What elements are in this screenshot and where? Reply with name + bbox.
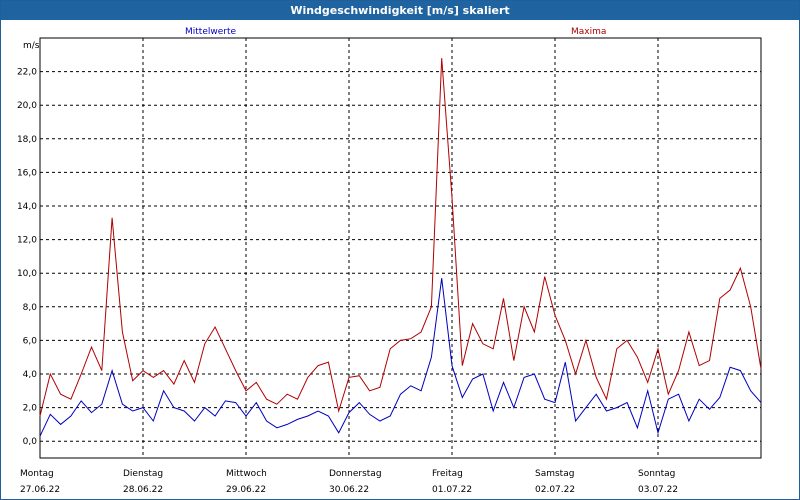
x-tick-day: Montag [20,469,54,479]
y-tick-label: 2,0 [23,404,38,414]
x-tick-day: Mittwoch [226,469,267,479]
x-tick-day: Dienstag [123,469,163,479]
x-tick-labels: Montag 27.06.22 Dienstag 28.06.22 Mittwoch 29… [20,469,678,495]
x-tick-date: 29.06.22 [226,485,266,495]
y-tick-label: 10,0 [17,269,37,279]
y-tick-label: 6,0 [23,336,38,346]
y-tick-label: 18,0 [17,135,37,145]
y-tick-label: 12,0 [17,236,37,246]
x-tick-date: 27.06.22 [20,485,60,495]
series-lines [39,58,762,437]
y-tick-label: 16,0 [17,168,37,178]
y-tick-labels: 0,0 2,0 4,0 6,0 8,0 10,0 12,0 14,0 16,0 18,0 20,0 2… [17,68,37,448]
x-tick-date: 28.06.22 [123,485,163,495]
x-tick-date: 03.07.22 [638,485,678,495]
x-tick-date: 01.07.22 [432,485,472,495]
series-line-mittelwerte [39,278,762,437]
y-tick-label: 0,0 [23,437,38,447]
legend-mittelwerte: Mittelwerte [185,27,236,37]
series-line-maxima [39,58,762,417]
chart-title: Windgeschwindigkeit [m/s] skaliert [1,1,799,20]
x-tick-date: 30.06.22 [329,485,369,495]
x-tick-date: 02.07.22 [535,485,575,495]
y-tick-label: 20,0 [17,101,37,111]
y-tick-label: 8,0 [23,303,38,313]
legend-maxima: Maxima [571,27,606,37]
y-tick-label: 22,0 [17,68,37,78]
y-axis-label: m/s [23,41,40,51]
x-tick-day: Donnerstag [329,469,382,479]
y-tick-label: 4,0 [23,370,38,380]
plot-area [39,37,762,459]
x-tick-day: Freitag [432,469,463,479]
y-tick-label: 14,0 [17,202,37,212]
x-tick-day: Samstag [535,469,574,479]
x-tick-day: Sonntag [638,469,675,479]
